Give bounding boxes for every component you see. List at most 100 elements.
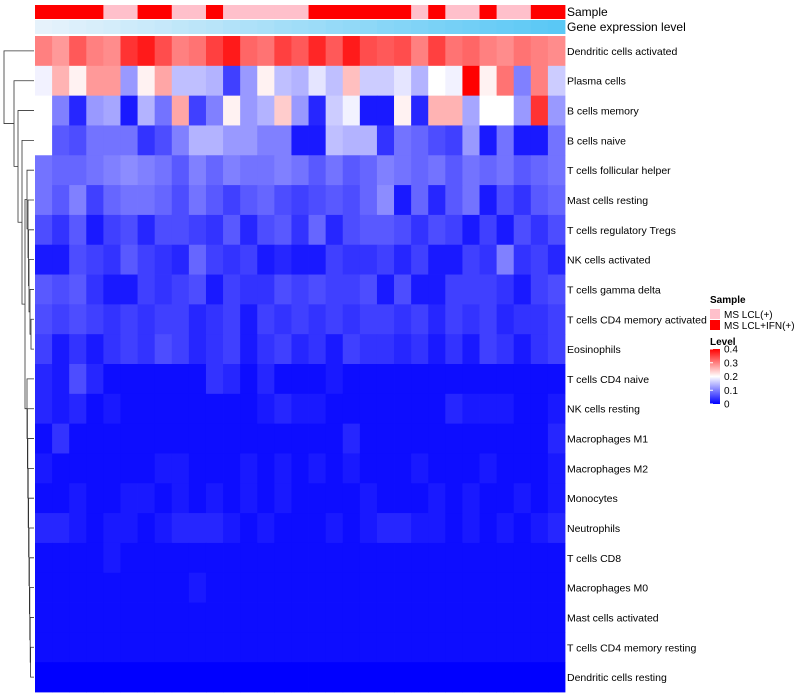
heatmap-cell: [188, 483, 207, 514]
heatmap-cell: [69, 542, 87, 574]
heatmap-cell: [240, 274, 258, 305]
heatmap-cell: [188, 244, 207, 275]
heatmap-cell: [52, 364, 70, 395]
heatmap-cell: [274, 65, 292, 97]
heatmap-cell: [376, 364, 395, 395]
heatmap-cell: [137, 423, 156, 454]
heatmap-cell: [428, 95, 446, 126]
heatmap-cell: [35, 602, 53, 633]
heatmap-cell: [205, 662, 224, 693]
heatmap-cell: [428, 244, 446, 275]
heatmap-cell: [428, 304, 446, 335]
heatmap-cell: [308, 65, 327, 97]
heatmap-cell: [513, 244, 532, 275]
heatmap-cell: [359, 572, 378, 603]
heatmap-cell: [496, 125, 515, 156]
heatmap-cell: [428, 393, 446, 425]
heatmap-cell: [411, 274, 429, 305]
heatmap-cell: [479, 602, 498, 633]
heatmap-cell: [428, 423, 446, 454]
heatmap-cell: [359, 453, 378, 484]
heatmap-cell: [308, 36, 327, 67]
heatmap-cell: [530, 513, 549, 544]
row-label: Macrophages M0: [567, 583, 648, 595]
heatmap-cell: [308, 662, 327, 693]
heatmap-cell: [325, 65, 344, 97]
expression-annotation-cell: [445, 20, 463, 34]
heatmap-cell: [411, 185, 429, 216]
heatmap-cell: [394, 483, 412, 514]
expression-annotation-cell: [496, 20, 515, 34]
heatmap-cell: [120, 453, 138, 484]
sample-annotation-cell: [428, 5, 446, 19]
heatmap-cell: [445, 65, 463, 97]
expression-annotation-cell: [530, 20, 549, 34]
legend-level-title: Level: [710, 337, 736, 348]
heatmap-cell: [52, 334, 70, 365]
expression-annotation-cell: [35, 20, 53, 34]
heatmap-cell: [223, 662, 241, 693]
heatmap-cell: [240, 662, 258, 693]
sample-annotation-cell: [394, 5, 412, 19]
heatmap-cell: [171, 304, 190, 335]
heatmap-cell: [291, 483, 309, 514]
expression-annotation-cell: [462, 20, 480, 34]
sample-annotation-cell: [154, 5, 173, 19]
heatmap-cell: [325, 632, 344, 663]
heatmap-cell: [171, 244, 190, 275]
heatmap-cell: [342, 393, 361, 425]
heatmap-cell: [154, 244, 173, 275]
heatmap-cell: [137, 602, 156, 633]
heatmap-cell: [376, 95, 395, 126]
heatmap-cell: [394, 572, 412, 603]
heatmap-cell: [359, 632, 378, 663]
row-label: Macrophages M1: [567, 434, 648, 446]
heatmap-cell: [496, 393, 515, 425]
heatmap-cell: [462, 662, 480, 693]
heatmap-cell: [325, 662, 344, 693]
sample-annotation-cell: [120, 5, 138, 19]
heatmap-cell: [513, 602, 532, 633]
heatmap-cell: [513, 393, 532, 425]
heatmap-cell: [137, 65, 156, 97]
heatmap-cell: [530, 602, 549, 633]
heatmap-cell: [103, 274, 121, 305]
heatmap-cell: [428, 662, 446, 693]
heatmap-cell: [52, 274, 70, 305]
heatmap-cell: [103, 65, 121, 97]
heatmap-cell: [188, 364, 207, 395]
heatmap-cell: [52, 155, 70, 186]
heatmap-cell: [154, 334, 173, 365]
heatmap-cell: [240, 155, 258, 186]
heatmap-cell: [240, 542, 258, 574]
heatmap-cell: [496, 632, 515, 663]
sample-annotation-bar: [35, 5, 566, 19]
heatmap-cell: [394, 155, 412, 186]
heatmap-cell: [462, 334, 480, 365]
heatmap-cell: [325, 185, 344, 216]
heatmap-cell: [35, 632, 53, 663]
heatmap-cell: [325, 274, 344, 305]
heatmap-cell: [52, 602, 70, 633]
heatmap-cell: [462, 36, 480, 67]
heatmap-cell: [188, 334, 207, 365]
heatmap-cell: [274, 274, 292, 305]
heatmap-cell: [120, 423, 138, 454]
heatmap-cell: [479, 244, 498, 275]
heatmap-cell: [240, 513, 258, 544]
row-label: Macrophages M2: [567, 463, 648, 475]
heatmap-cell: [137, 572, 156, 603]
heatmap-cell: [240, 423, 258, 454]
heatmap-cell: [240, 185, 258, 216]
sample-annotation-cell: [35, 5, 53, 19]
heatmap-cell: [86, 304, 104, 335]
heatmap-cell: [52, 483, 70, 514]
heatmap-cell: [240, 95, 258, 126]
heatmap-cell: [376, 244, 395, 275]
heatmap-cell: [376, 334, 395, 365]
heatmap-cell: [103, 542, 121, 574]
heatmap-cell: [223, 125, 241, 156]
heatmap-cell: [205, 393, 224, 425]
heatmap-cell: [274, 364, 292, 395]
heatmap-cell: [291, 244, 309, 275]
